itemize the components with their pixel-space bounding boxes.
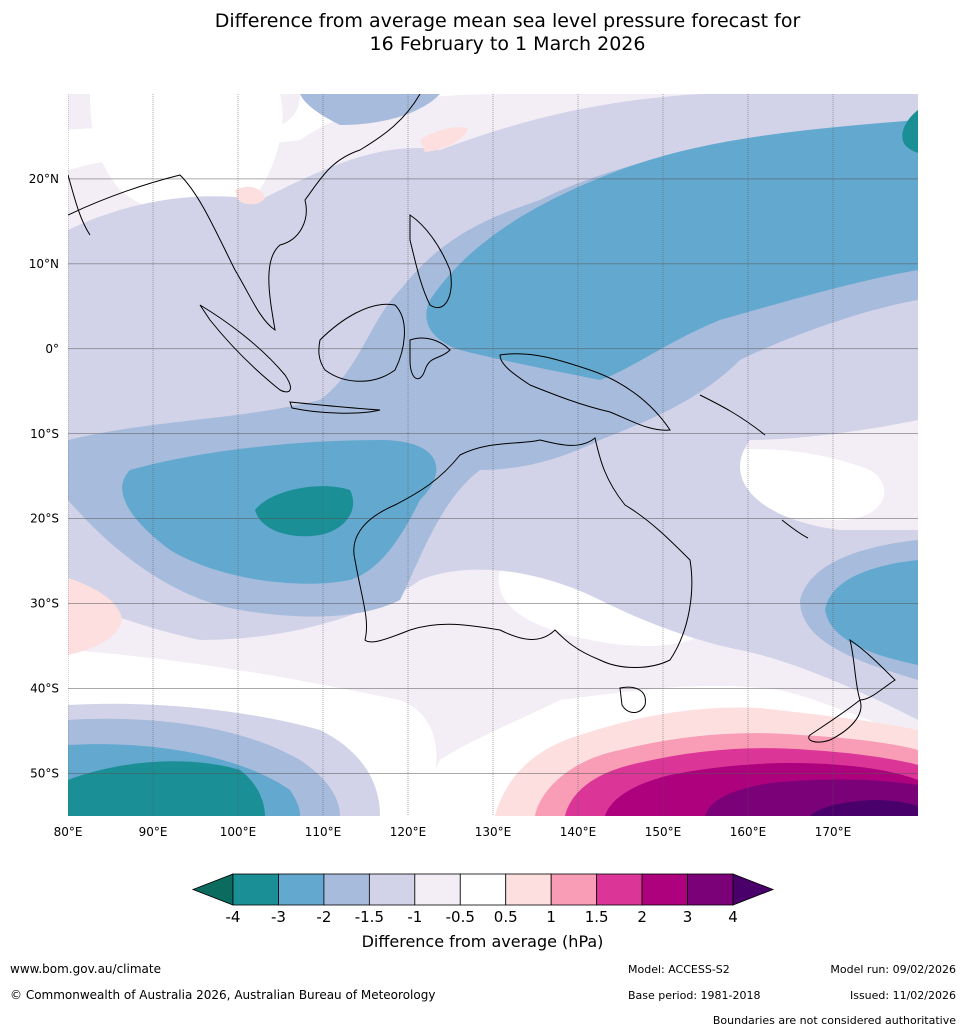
- footer-disclaimer: Boundaries are not considered authoritat…: [712, 1014, 956, 1027]
- longitude-tick-label: 90°E: [139, 825, 168, 839]
- colorbar-bin: [368, 873, 416, 906]
- coastline-borneo: [318, 303, 405, 382]
- colorbar-bin: [596, 873, 643, 906]
- coastline-new-zealand-north: [849, 638, 896, 701]
- colorbar-bin: [505, 873, 552, 906]
- colorbar-tick-label: -1.5: [355, 908, 384, 926]
- latitude-tick-label: 10°S: [30, 427, 59, 441]
- colorbar-bin: [323, 873, 370, 906]
- title-line-2: 16 February to 1 March 2026: [369, 33, 646, 55]
- coastline-australia: [353, 437, 693, 668]
- anomaly-gt4: [810, 800, 918, 816]
- anomaly-m4-m3-indian: [255, 486, 354, 537]
- latitude-tick-label: 10°N: [29, 257, 59, 271]
- graticule: [68, 94, 918, 816]
- coastline-philippines: [409, 214, 452, 308]
- footer-base-period: Base period: 1981-2018: [628, 989, 761, 1002]
- colorbar-bin: [641, 873, 688, 906]
- colorbar-tick-label: 1: [546, 908, 556, 926]
- footer-copyright: © Commonwealth of Australia 2026, Austra…: [10, 988, 436, 1002]
- colorbar-bin: [687, 873, 734, 906]
- colorbar-tick-label: -1: [407, 908, 422, 926]
- coastline-india: [68, 174, 91, 236]
- coastline-new-zealand-south: [808, 699, 862, 743]
- anomaly-p05-1-west: [68, 578, 122, 655]
- longitude-tick-label: 150°E: [645, 825, 682, 839]
- anomaly-m4-m3-south: [68, 761, 265, 816]
- longitude-tick-label: 170°E: [815, 825, 852, 839]
- colorbar-tick-label: -2: [316, 908, 331, 926]
- anomaly-p05-1-taiwan: [420, 127, 468, 152]
- longitude-tick-label: 100°E: [220, 825, 257, 839]
- coastlines: [68, 94, 896, 743]
- neutral-indochina: [90, 94, 283, 220]
- colorbar-title: Difference from average (hPa): [361, 932, 604, 951]
- longitude-tick-label: 80°E: [54, 825, 83, 839]
- coastline-new-caledonia: [781, 519, 809, 539]
- colorbar-bin: [550, 873, 598, 906]
- colorbar-extend-high: [732, 873, 775, 906]
- chart-title: Difference from average mean sea level p…: [0, 10, 965, 56]
- colorbar-tick-label: -4: [226, 908, 241, 926]
- longitude-labels: 80°E 90°E 100°E 110°E 120°E 130°E 140°E 150°E 16…: [54, 825, 852, 839]
- latitude-labels: 20°N 10°N 0° 10°S 20°S 30°S 40°S 50°S: [29, 172, 59, 781]
- colorbar-extend-low: [191, 873, 234, 906]
- colorbar-bin: [414, 873, 461, 906]
- colorbar-bin: [232, 873, 279, 906]
- footer-issued: Issued: 11/02/2026: [849, 989, 956, 1002]
- longitude-tick-label: 140°E: [560, 825, 597, 839]
- latitude-tick-label: 40°S: [30, 682, 59, 696]
- anomaly-m4-m3-pacific: [902, 110, 918, 153]
- colorbar-bin: [459, 873, 507, 906]
- colorbar-bin: [278, 873, 325, 906]
- coastline-java: [289, 401, 381, 414]
- longitude-tick-label: 110°E: [305, 825, 342, 839]
- longitude-tick-label: 130°E: [475, 825, 512, 839]
- colorbar-tick-label: -0.5: [446, 908, 475, 926]
- colorbar-tick-label: -3: [271, 908, 286, 926]
- colorbar: -4 -3 -2 -1.5 -1 -0.5 0.5 1 1.5 2 3 4: [191, 873, 775, 926]
- latitude-tick-label: 0°: [45, 342, 59, 356]
- title-line-1: Difference from average mean sea level p…: [214, 10, 801, 32]
- colorbar-tick-label: 0.5: [494, 908, 518, 926]
- latitude-tick-label: 50°S: [30, 767, 59, 781]
- latitude-tick-label: 20°N: [29, 172, 59, 186]
- coastline-solomon-islands: [699, 394, 766, 436]
- coastline-new-guinea: [499, 353, 671, 431]
- footer-model-run: Model run: 09/02/2026: [830, 963, 956, 976]
- longitude-tick-label: 120°E: [390, 825, 427, 839]
- footer-url[interactable]: www.bom.gov.au/climate: [10, 962, 161, 976]
- latitude-tick-label: 20°S: [30, 512, 59, 526]
- colorbar-tick-label: 4: [728, 908, 738, 926]
- anomaly-m3-m2: [426, 120, 918, 380]
- coastline-tasmania: [619, 686, 646, 713]
- coastline-sulawesi: [409, 337, 451, 380]
- coastline-asia: [68, 94, 421, 332]
- colorbar-tick-label: 3: [683, 908, 693, 926]
- latitude-tick-label: 30°S: [30, 597, 59, 611]
- anomaly-m2-m15-north: [300, 94, 440, 125]
- anomaly-p05-1-laos: [235, 186, 265, 205]
- anomaly-m3-m2-tasman: [825, 560, 918, 665]
- coastline-sumatra: [199, 304, 291, 393]
- longitude-tick-label: 160°E: [730, 825, 767, 839]
- colorbar-tick-label: 1.5: [585, 908, 609, 926]
- colorbar-tick-label: 2: [637, 908, 647, 926]
- footer-model: Model: ACCESS-S2: [628, 963, 730, 976]
